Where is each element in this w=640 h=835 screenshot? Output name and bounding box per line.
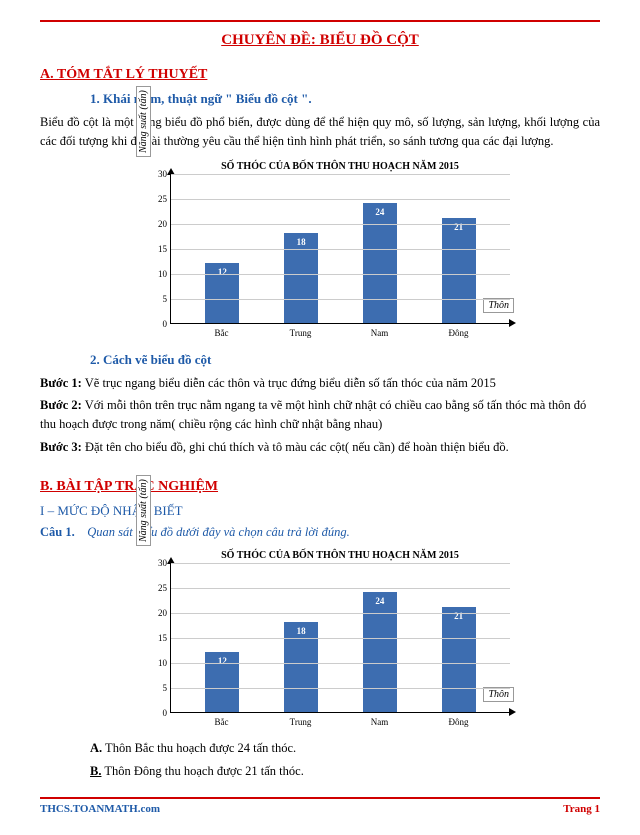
y-tick: 30 bbox=[149, 558, 167, 568]
question-text: Quan sát biểu đồ dưới đây và chọn câu tr… bbox=[87, 525, 350, 539]
x-tick-label: Đông bbox=[439, 328, 479, 338]
y-tick: 5 bbox=[149, 683, 167, 693]
section-b-heading: B. BÀI TẬP TRẮC NGHIỆM bbox=[40, 479, 600, 495]
answer-b-label: B. bbox=[90, 764, 101, 778]
step-2: Bước 2: Với mỗi thôn trên trục nằm ngang… bbox=[40, 396, 600, 434]
bar-value-label: 12 bbox=[218, 656, 227, 666]
answer-a: A. Thôn Bắc thu hoạch được 24 tấn thóc. bbox=[90, 741, 600, 756]
x-tick-label: Nam bbox=[360, 328, 400, 338]
y-tick: 10 bbox=[149, 269, 167, 279]
chart-plot-area: Thôn 12182421 051015202530 bbox=[170, 174, 510, 324]
theory-paragraph: Biểu đồ cột là một dạng biểu đồ phổ biến… bbox=[40, 113, 600, 151]
subsection-1: 1. Khái niệm, thuật ngữ " Biểu đồ cột ". bbox=[90, 91, 600, 107]
bar-value-label: 24 bbox=[375, 596, 384, 606]
bar: 24 bbox=[363, 592, 397, 712]
section-a-heading: A. TÓM TẮT LÝ THUYẾT bbox=[40, 67, 600, 83]
grid-line bbox=[171, 663, 510, 664]
page: CHUYÊN ĐỀ: BIỂU ĐỒ CỘT A. TÓM TẮT LÝ THU… bbox=[0, 0, 640, 825]
bar: 18 bbox=[284, 622, 318, 712]
chart-2: Năng suất (tấn) SỐ THÓC CỦA BỐN THÔN THU… bbox=[130, 550, 510, 727]
bar-column: 21 bbox=[439, 218, 479, 323]
y-tick: 20 bbox=[149, 219, 167, 229]
y-tick: 30 bbox=[149, 169, 167, 179]
footer-site: THCS.TOANMATH.com bbox=[40, 803, 160, 815]
x-tick-label: Đông bbox=[439, 717, 479, 727]
y-tick: 15 bbox=[149, 633, 167, 643]
chart-ylabel: Năng suất (tấn) bbox=[136, 86, 151, 157]
bar: 12 bbox=[205, 263, 239, 323]
grid-line bbox=[171, 274, 510, 275]
answer-b: B. Thôn Đông thu hoạch được 21 tấn thóc. bbox=[90, 764, 600, 779]
answer-a-label: A. bbox=[90, 741, 102, 755]
step-1: Bước 1: Vẽ trục ngang biểu diễn các thôn… bbox=[40, 374, 600, 393]
chart-1: Năng suất (tấn) SỐ THÓC CỦA BỐN THÔN THU… bbox=[130, 161, 510, 338]
x-tick-label: Trung bbox=[281, 328, 321, 338]
y-tick: 10 bbox=[149, 658, 167, 668]
bar-column: 24 bbox=[360, 592, 400, 712]
bar-column: 18 bbox=[281, 233, 321, 323]
question-label: Câu 1. bbox=[40, 525, 75, 539]
bar-column: 24 bbox=[360, 203, 400, 323]
grid-line bbox=[171, 199, 510, 200]
grid-line bbox=[171, 613, 510, 614]
chart-title: SỐ THÓC CỦA BỐN THÔN THU HOẠCH NĂM 2015 bbox=[130, 161, 510, 172]
grid-line bbox=[171, 563, 510, 564]
bar-column: 12 bbox=[202, 263, 242, 323]
doc-title: CHUYÊN ĐỀ: BIỂU ĐỒ CỘT bbox=[40, 32, 600, 49]
grid-line bbox=[171, 588, 510, 589]
chart-plot-area: Thôn 12182421 051015202530 bbox=[170, 563, 510, 713]
grid-line bbox=[171, 224, 510, 225]
bar-column: 18 bbox=[281, 622, 321, 712]
grid-line bbox=[171, 174, 510, 175]
y-tick: 0 bbox=[149, 708, 167, 718]
y-tick: 25 bbox=[149, 583, 167, 593]
y-tick: 0 bbox=[149, 319, 167, 329]
y-tick: 5 bbox=[149, 294, 167, 304]
grid-line bbox=[171, 299, 510, 300]
subsection-2: 2. Cách vẽ biểu đồ cột bbox=[90, 352, 600, 368]
level-label: I – MỨC ĐỘ NHẬN BIẾT bbox=[40, 503, 600, 519]
bar-value-label: 12 bbox=[218, 267, 227, 277]
bar: 24 bbox=[363, 203, 397, 323]
bar: 21 bbox=[442, 607, 476, 712]
chart-xlabels: Bắc Trung Nam Đông bbox=[170, 324, 510, 338]
bar: 12 bbox=[205, 652, 239, 712]
x-tick-label: Nam bbox=[360, 717, 400, 727]
footer-page: Trang 1 bbox=[563, 803, 600, 815]
step-3: Bước 3: Đặt tên cho biểu đồ, ghi chú thí… bbox=[40, 438, 600, 457]
x-tick-label: Bắc bbox=[202, 328, 242, 338]
bar-value-label: 18 bbox=[297, 626, 306, 636]
x-tick-label: Trung bbox=[281, 717, 321, 727]
y-tick: 15 bbox=[149, 244, 167, 254]
bar: 21 bbox=[442, 218, 476, 323]
question-1: Câu 1. Quan sát biểu đồ dưới đây và chọn… bbox=[40, 525, 600, 540]
page-footer: THCS.TOANMATH.com Trang 1 bbox=[40, 797, 600, 815]
bar-value-label: 24 bbox=[375, 207, 384, 217]
chart-ylabel: Năng suất (tấn) bbox=[136, 475, 151, 546]
chart-xlabels: Bắc Trung Nam Đông bbox=[170, 713, 510, 727]
y-tick: 25 bbox=[149, 194, 167, 204]
bar: 18 bbox=[284, 233, 318, 323]
grid-line bbox=[171, 249, 510, 250]
top-rule bbox=[40, 20, 600, 22]
x-axis-arrow-icon bbox=[509, 708, 516, 716]
y-tick: 20 bbox=[149, 608, 167, 618]
x-tick-label: Bắc bbox=[202, 717, 242, 727]
grid-line bbox=[171, 638, 510, 639]
x-axis-arrow-icon bbox=[509, 319, 516, 327]
grid-line bbox=[171, 688, 510, 689]
bar-value-label: 18 bbox=[297, 237, 306, 247]
bar-column: 12 bbox=[202, 652, 242, 712]
bar-column: 21 bbox=[439, 607, 479, 712]
chart-title: SỐ THÓC CỦA BỐN THÔN THU HOẠCH NĂM 2015 bbox=[130, 550, 510, 561]
